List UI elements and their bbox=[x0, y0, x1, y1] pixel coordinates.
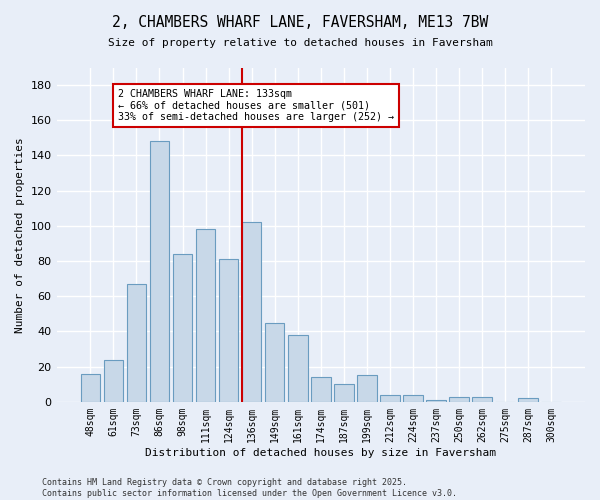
Text: Size of property relative to detached houses in Faversham: Size of property relative to detached ho… bbox=[107, 38, 493, 48]
Bar bbox=[242, 222, 262, 402]
Bar bbox=[403, 395, 423, 402]
Bar bbox=[127, 284, 146, 402]
Bar bbox=[357, 376, 377, 402]
Text: 2 CHAMBERS WHARF LANE: 133sqm
← 66% of detached houses are smaller (501)
33% of : 2 CHAMBERS WHARF LANE: 133sqm ← 66% of d… bbox=[118, 88, 394, 122]
Bar bbox=[80, 374, 100, 402]
Y-axis label: Number of detached properties: Number of detached properties bbox=[15, 137, 25, 332]
Bar bbox=[311, 377, 331, 402]
X-axis label: Distribution of detached houses by size in Faversham: Distribution of detached houses by size … bbox=[145, 448, 496, 458]
Bar bbox=[149, 142, 169, 402]
Bar bbox=[265, 322, 284, 402]
Bar bbox=[173, 254, 193, 402]
Bar bbox=[334, 384, 353, 402]
Bar bbox=[104, 360, 123, 402]
Bar bbox=[472, 396, 492, 402]
Bar bbox=[449, 396, 469, 402]
Bar bbox=[380, 395, 400, 402]
Bar bbox=[196, 230, 215, 402]
Bar bbox=[426, 400, 446, 402]
Bar bbox=[288, 335, 308, 402]
Bar bbox=[219, 260, 238, 402]
Text: 2, CHAMBERS WHARF LANE, FAVERSHAM, ME13 7BW: 2, CHAMBERS WHARF LANE, FAVERSHAM, ME13 … bbox=[112, 15, 488, 30]
Bar bbox=[518, 398, 538, 402]
Text: Contains HM Land Registry data © Crown copyright and database right 2025.
Contai: Contains HM Land Registry data © Crown c… bbox=[42, 478, 457, 498]
